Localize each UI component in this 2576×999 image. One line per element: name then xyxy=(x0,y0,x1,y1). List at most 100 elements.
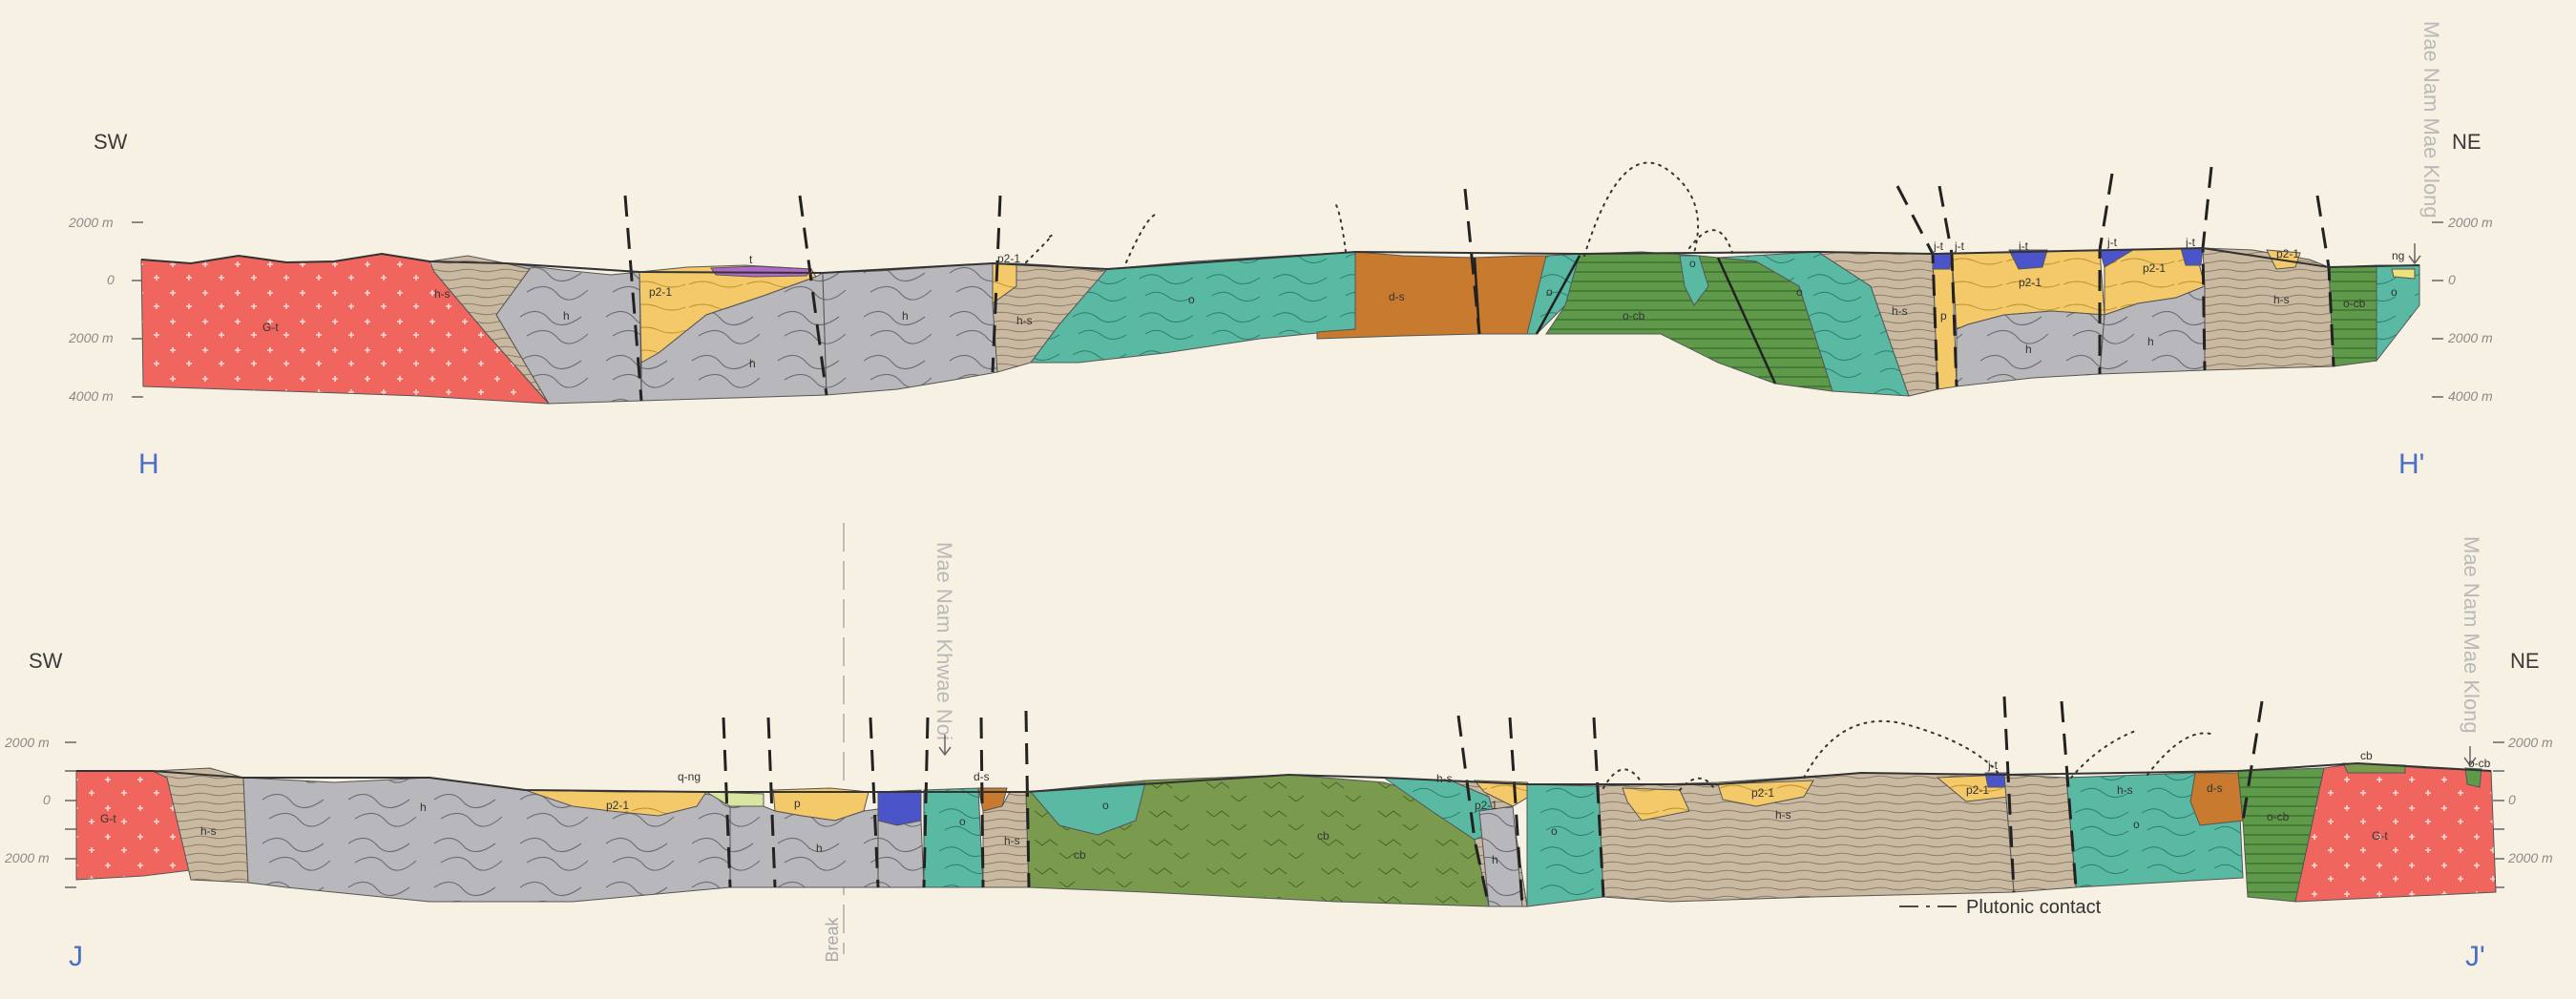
top-start-label: H xyxy=(138,448,159,480)
label-h-3-top: h xyxy=(902,309,909,323)
label-t-top: t xyxy=(749,253,753,266)
unit-o-2-bottom xyxy=(1029,781,1146,836)
bottom-left-scale: 2000 m 0 2000 m xyxy=(4,735,76,888)
section-top: SW NE H H' 2000 m 0 2000 m 4000 m 2000 m… xyxy=(68,21,2493,480)
label-p2-1d-top: p2-1 xyxy=(2143,261,2166,275)
label-cb-2-bottom: cb xyxy=(2360,749,2373,762)
label-h-2-bottom: h xyxy=(816,842,823,855)
unit-ng-top xyxy=(2391,268,2416,280)
top-river-label: Mae Nam Mae Klong xyxy=(2419,21,2443,219)
top-left-scale: 2000 m 0 2000 m 4000 m xyxy=(68,215,143,404)
bottom-faults xyxy=(722,696,2264,907)
bottom-sw-label: SW xyxy=(29,649,63,673)
label-hs-1-bottom: h-s xyxy=(200,824,217,838)
bottom-eroded-arcs xyxy=(1602,719,2215,791)
label-hs-4-bottom: h-s xyxy=(1775,808,1791,822)
bottom-left-tick-1: 2000 m xyxy=(4,735,50,750)
bottom-left-tick-2: 0 xyxy=(43,792,51,807)
label-o-4-bottom: o xyxy=(1551,824,1558,838)
label-o-1-top: o xyxy=(1188,293,1195,306)
label-o-5-top: o xyxy=(2391,285,2398,299)
label-cb-bottom: cb xyxy=(1317,829,1330,843)
label-h-1-bottom: h xyxy=(420,801,427,814)
bottom-river-left-label: Mae Nam Khwae Noi xyxy=(932,542,956,740)
section-bottom: SW NE J J' 2000 m 0 2000 m 2000 m 0 2000… xyxy=(4,523,2553,972)
unit-h-4-bottom xyxy=(1478,805,1523,907)
top-surface-line xyxy=(140,246,2420,275)
unit-o-3-top xyxy=(1679,255,1709,306)
top-right-tick-1: 2000 m xyxy=(2447,215,2493,230)
top-unit-labels: G-t h-s h p2-1 t h h p2-1 h-s o d-s o o-… xyxy=(262,236,2404,370)
label-hs-3-top: h-s xyxy=(1892,304,1908,318)
unit-jt-3-top xyxy=(2008,249,2048,270)
label-p-top: p xyxy=(1940,309,1947,323)
label-ds-2-bottom: d-s xyxy=(2207,781,2223,795)
bottom-right-tick-3: 2000 m xyxy=(2507,850,2553,865)
break-label: Break xyxy=(823,916,842,962)
label-jt-4-top: j-t xyxy=(2106,236,2118,249)
unit-p2-1b-bottom xyxy=(1622,787,1690,822)
top-right-tick-3: 2000 m xyxy=(2447,330,2493,345)
bottom-river-right-label: Mae Nam Mae Klong xyxy=(2460,536,2483,734)
unit-jt-1-top xyxy=(1932,253,1953,270)
label-h-2-top: h xyxy=(749,357,756,370)
top-left-tick-2: 0 xyxy=(107,272,115,287)
unit-hs-4-top xyxy=(2202,247,2335,371)
unit-o-4-bottom xyxy=(1526,783,1604,907)
unit-h-2-top xyxy=(640,272,827,402)
label-gt-top: G-t xyxy=(262,321,279,334)
label-qng-bottom: q-ng xyxy=(678,770,701,783)
bottom-start-label: J xyxy=(69,941,83,972)
unit-h-2-bottom xyxy=(729,805,879,888)
label-o-1-bottom: o xyxy=(959,815,966,828)
bottom-right-scale: 2000 m 0 2000 m xyxy=(2493,735,2553,888)
label-ds-1-bottom: d-s xyxy=(974,770,990,783)
unit-p2-1a-bottom xyxy=(1473,780,1538,807)
bottom-right-tick-2: 0 xyxy=(2508,792,2516,807)
plutonic-contact-label: Plutonic contact xyxy=(1966,897,2102,918)
label-hs-3-bottom: h-s xyxy=(1436,772,1453,785)
top-right-scale: 2000 m 0 2000 m 4000 m xyxy=(2432,215,2493,404)
label-jt-2-top: j-t xyxy=(1954,239,1965,253)
bottom-surface-line xyxy=(76,761,2492,793)
label-ocb-bottom: o-cb xyxy=(2267,810,2290,823)
label-p2-1d-bottom: p2-1 xyxy=(1966,783,1989,797)
top-units xyxy=(140,247,2420,405)
unit-h-3-top xyxy=(822,262,998,396)
bottom-end-label: J' xyxy=(2465,941,2485,972)
unit-ds-top xyxy=(1316,251,1480,340)
label-jt-1-top: j-t xyxy=(1933,239,1944,253)
unit-hs-5-bottom xyxy=(2003,774,2077,893)
label-cb-1-bottom: cb xyxy=(1074,848,1086,862)
top-end-label: H' xyxy=(2398,448,2424,480)
label-p2-1-top: p2-1 xyxy=(649,285,672,299)
unit-ocb-2-top xyxy=(2328,264,2377,367)
unit-ocb-2-bottom xyxy=(2464,767,2482,788)
label-ocb-2-top: o-cb xyxy=(2343,297,2366,310)
top-eroded-arcs xyxy=(1025,161,1733,263)
bottom-units xyxy=(75,762,2497,907)
unit-t-top xyxy=(710,265,812,278)
label-h-4-top: h xyxy=(2025,343,2032,356)
unit-gt-2-bottom xyxy=(2294,762,2497,903)
unit-o-1-top xyxy=(1030,251,1356,364)
label-p-bottom: p xyxy=(794,797,801,810)
plutonic-contact-legend: Plutonic contact xyxy=(1899,897,2102,918)
top-left-tick-3: 2000 m xyxy=(68,330,114,345)
label-jt-3-top: j-t xyxy=(2018,239,2029,253)
label-p2-1c-bottom: p2-1 xyxy=(1751,786,1774,800)
label-o-2-bottom: o xyxy=(1102,799,1109,812)
label-ocb-top: o-cb xyxy=(1623,309,1645,323)
bottom-unit-labels: G-t h-s h p2-1 q-ng p h o d-s h-s cb o c… xyxy=(100,749,2491,866)
label-jt-bottom: j-t xyxy=(1987,759,1999,772)
label-hs-2-bottom: h-s xyxy=(1004,834,1020,847)
label-h-4-bottom: h xyxy=(1492,853,1498,866)
label-ds-top: d-s xyxy=(1389,290,1405,303)
label-o-5-bottom: o xyxy=(2133,818,2140,831)
unit-ds-2-bottom xyxy=(2189,772,2244,826)
top-sw-label: SW xyxy=(94,130,128,154)
label-hs-2-top: h-s xyxy=(1016,314,1033,327)
unit-o-1-bottom xyxy=(923,787,984,888)
bottom-right-tick-1: 2000 m xyxy=(2507,735,2553,750)
